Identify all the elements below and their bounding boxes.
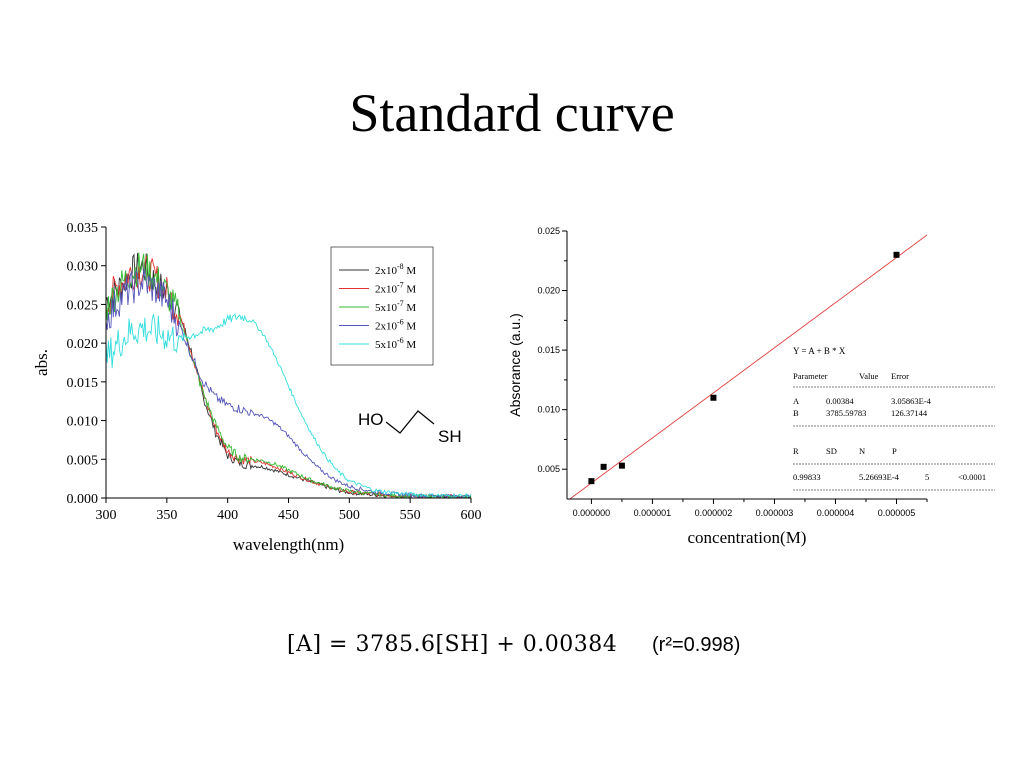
x-axis-title: concentration(M): [688, 528, 807, 547]
molecule-label-sh: SH: [438, 427, 462, 446]
legend-label: 2x10-7 M: [375, 281, 416, 296]
r-squared-note: (r²=0.998): [652, 634, 741, 656]
fit-stats-header: R: [793, 446, 799, 456]
y-tick-label: 0.020: [67, 337, 99, 352]
x-tick-label: 600: [461, 508, 482, 523]
fit-line: [569, 234, 928, 499]
y-tick-label: 0.025: [67, 298, 99, 313]
fit-stats-cell: 5: [925, 472, 929, 482]
x-tick-label: 350: [156, 508, 177, 523]
fit-stats-header: N: [859, 446, 865, 456]
fit-stats-cell: <0.0001: [958, 472, 986, 482]
legend-box: [330, 246, 434, 366]
data-point: [588, 478, 595, 485]
fit-table-cell: A: [793, 396, 800, 406]
fit-stats-header: SD: [826, 446, 837, 456]
fit-table-cell: B: [793, 408, 799, 418]
x-tick-label: 0.000004: [817, 508, 855, 518]
x-tick-label: 550: [400, 508, 421, 523]
y-axis-title: Absorance (a.u.): [507, 313, 523, 417]
calibration-curve-chart: 0.000000 0.000001 0.000002 0.000003 0.000004…: [507, 226, 995, 547]
y-tick-label: 0.025: [537, 226, 560, 236]
fit-table-header: Parameter: [793, 371, 828, 381]
y-tick-label: 0.020: [537, 286, 560, 296]
absorption-spectra-chart: 300 350 400 450 500 550 600 0.000 0.005 0.010 0.01…: [32, 221, 482, 554]
legend-label: 2x10-6 M: [375, 318, 416, 333]
data-point: [600, 463, 607, 470]
data-point: [618, 462, 625, 469]
y-tick-label: 0.035: [67, 221, 99, 236]
x-tick-label: 450: [278, 508, 299, 523]
molecule-label-ho: HO: [358, 410, 384, 429]
slide-title: Standard curve: [349, 83, 675, 143]
x-tick-label: 0.000001: [634, 508, 672, 518]
x-tick-label: 400: [217, 508, 238, 523]
y-tick-label: 0.010: [67, 415, 99, 430]
y-tick-label: 0.000: [67, 492, 99, 507]
x-tick-label: 300: [96, 508, 117, 523]
y-tick-label: 0.030: [67, 260, 99, 275]
fit-table-header: Error: [891, 371, 909, 381]
data-point: [893, 251, 900, 258]
y-axis-title: abs.: [32, 349, 51, 376]
fit-table-header: Value: [859, 371, 879, 381]
fit-table-cell: 3.05863E-4: [891, 396, 932, 406]
y-tick-label: 0.005: [67, 453, 99, 468]
y-tick-label: 0.005: [537, 464, 560, 474]
calibration-equation: [A] = 3785.6[SH] + 0.00384: [287, 632, 618, 657]
x-tick-label: 0.000002: [695, 508, 733, 518]
fit-stats-cell: 5.26693E-4: [859, 472, 900, 482]
fit-table-cell: 126.37144: [891, 408, 928, 418]
x-axis-title: wavelength(nm): [233, 535, 344, 554]
fit-stats-cell: 0.99833: [793, 472, 821, 482]
legend-label: 5x10-6 M: [375, 336, 416, 351]
fit-table-cell: 3785.59783: [826, 408, 866, 418]
fit-stats-header: P: [892, 446, 897, 456]
spectrum-series-line: [105, 255, 472, 499]
legend-label: 2x10-8 M: [375, 262, 416, 277]
legend-label: 5x10-7 M: [375, 299, 416, 314]
y-tick-label: 0.015: [67, 376, 99, 391]
x-tick-label: 0.000005: [878, 508, 916, 518]
y-tick-label: 0.010: [537, 405, 560, 415]
spectrum-series-line: [105, 313, 472, 499]
fit-equation: Y = A + B * X: [793, 346, 846, 356]
x-tick-label: 0.000000: [573, 508, 611, 518]
y-tick-label: 0.015: [537, 345, 560, 355]
data-point: [710, 394, 717, 401]
x-tick-label: 0.000003: [756, 508, 794, 518]
x-tick-label: 500: [339, 508, 360, 523]
fit-table-cell: 0.00384: [826, 396, 854, 406]
molecule-bonds: [385, 410, 435, 434]
